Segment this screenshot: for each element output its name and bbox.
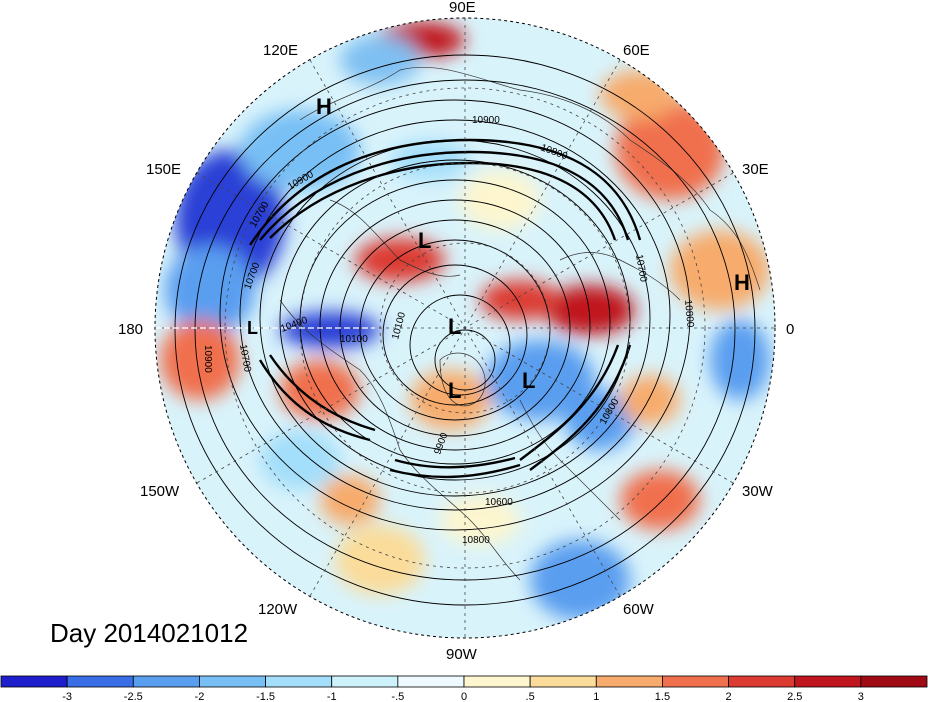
- low-pressure-marker: L: [522, 368, 535, 393]
- longitude-labels: 90E 60E 30E 0 30W 60W 90W 120W 150W 180 …: [118, 0, 794, 663]
- colorbar-tick-label: -.5: [391, 691, 404, 702]
- colorbar-tick-label: -3: [62, 691, 72, 702]
- low-pressure-marker: L: [448, 314, 461, 339]
- jet-stream-contours: [249, 138, 642, 479]
- colorbar-box: [331, 675, 399, 688]
- lon-label-120w: 120W: [258, 601, 298, 618]
- colorbar-tick-label: .5: [526, 691, 535, 702]
- graticule: [155, 18, 775, 638]
- colorbar-box: [0, 675, 68, 688]
- contour-label: 10700: [237, 344, 253, 374]
- high-pressure-marker: H: [316, 94, 332, 119]
- colorbar-box: [728, 675, 796, 688]
- lon-label-30e: 30E: [742, 161, 769, 178]
- contour-label: 10100: [340, 334, 368, 345]
- colorbar-tick-label: -1.5: [256, 691, 275, 702]
- date-label: Day 2014021012: [50, 618, 249, 648]
- lon-label-90w: 90W: [446, 646, 478, 663]
- lon-label-120e: 120E: [263, 42, 298, 59]
- low-pressure-marker: L: [418, 228, 431, 253]
- colorbar-tick-labels: -3 -2.5 -2 -1.5 -1 -.5 0 .5 1 1.5 2 2.5 3: [62, 691, 864, 702]
- colorbar-tick-label: 1: [593, 691, 599, 702]
- lon-label-180: 180: [118, 321, 143, 338]
- colorbar-box: [860, 675, 928, 688]
- colorbar-boxes: [0, 675, 928, 688]
- contour-label: 10900: [202, 345, 213, 373]
- colorbar-tick-label: 1.5: [655, 691, 670, 702]
- colorbar-box: [463, 675, 531, 688]
- map-boundary: [154, 17, 776, 639]
- colorbar-box: [397, 675, 465, 688]
- contour-label: 10900: [472, 115, 500, 126]
- colorbar-box: [529, 675, 597, 688]
- low-pressure-marker: L: [247, 318, 258, 338]
- pressure-system-markers: H H L L L L L: [247, 94, 750, 403]
- colorbar-tick-label: 0: [461, 691, 467, 702]
- contour-label: 10700: [633, 254, 649, 284]
- lon-label-30w: 30W: [742, 483, 774, 500]
- colorbar-tick-label: 3: [858, 691, 864, 702]
- contour-label: 10800: [462, 535, 490, 546]
- low-pressure-marker: L: [448, 378, 461, 403]
- lon-label-150e: 150E: [146, 161, 181, 178]
- contour-label: 10600: [485, 497, 513, 508]
- colorbar-box: [199, 675, 266, 688]
- colorbar-tick-label: 2.5: [787, 691, 802, 702]
- colorbar-box: [66, 675, 134, 688]
- lon-label-150w: 150W: [140, 483, 180, 500]
- colorbar-tick-label: -2: [195, 691, 205, 702]
- colorbar-box: [794, 675, 862, 688]
- colorbar-tick-label: 2: [726, 691, 732, 702]
- colorbar-box: [265, 675, 333, 688]
- lon-label-60w: 60W: [623, 601, 655, 618]
- contour-label: 10800: [682, 299, 695, 328]
- lon-label-90e: 90E: [449, 0, 476, 16]
- colorbar-box: [662, 675, 729, 688]
- coastlines: [279, 66, 761, 581]
- colorbar-tick-label: -2.5: [124, 691, 143, 702]
- colorbar-tick-label: -1: [327, 691, 337, 702]
- height-contours: [174, 54, 756, 606]
- high-pressure-marker: H: [734, 270, 750, 295]
- lon-label-60e: 60E: [623, 42, 650, 59]
- colorbar: -3 -2.5 -2 -1.5 -1 -.5 0 .5 1 1.5 2 2.5 3: [0, 675, 928, 702]
- lon-label-0: 0: [786, 321, 794, 338]
- colorbar-box: [595, 675, 663, 688]
- colorbar-box: [132, 675, 200, 688]
